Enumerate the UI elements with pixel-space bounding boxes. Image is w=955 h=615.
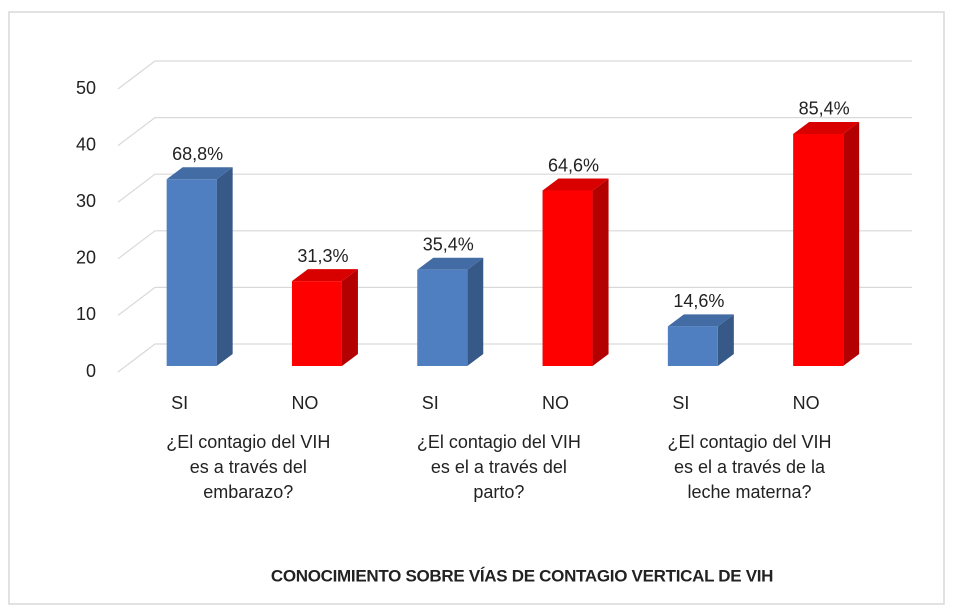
group-label: leche materna? bbox=[687, 482, 811, 502]
bar-top bbox=[291, 269, 358, 282]
bar bbox=[291, 269, 358, 366]
grid-line bbox=[117, 286, 912, 316]
data-label: 85,4% bbox=[799, 99, 850, 119]
x-tick-label: SI bbox=[422, 393, 439, 413]
x-tick-label: NO bbox=[793, 393, 820, 413]
group-label: es el a través del bbox=[431, 457, 567, 477]
bar-top bbox=[793, 121, 860, 134]
y-tick-label: 20 bbox=[76, 248, 96, 268]
data-label: 14,6% bbox=[673, 291, 724, 311]
group-label: ¿El contagio del VIH bbox=[667, 432, 831, 452]
bar bbox=[542, 178, 609, 366]
bar bbox=[667, 314, 734, 366]
bar-front bbox=[417, 269, 468, 366]
bar-side bbox=[592, 178, 609, 366]
grid-line bbox=[117, 343, 912, 373]
data-label: 68,8% bbox=[172, 144, 223, 164]
y-tick-label: 10 bbox=[76, 304, 96, 324]
bar-front bbox=[542, 190, 593, 366]
x-tick-label: NO bbox=[542, 393, 569, 413]
bar bbox=[793, 121, 860, 366]
x-tick-label: SI bbox=[171, 393, 188, 413]
group-label: es el a través de la bbox=[674, 457, 826, 477]
y-tick-label: 50 bbox=[76, 78, 96, 98]
chart-title: CONOCIMIENTO SOBRE VÍAS DE CONTAGIO VERT… bbox=[271, 566, 773, 585]
bar bbox=[166, 167, 233, 366]
grid-line bbox=[117, 117, 912, 147]
group-label: parto? bbox=[473, 482, 524, 502]
data-label: 35,4% bbox=[423, 235, 474, 255]
bar-side bbox=[467, 257, 484, 366]
y-tick-label: 30 bbox=[76, 191, 96, 211]
bar-front bbox=[667, 326, 718, 366]
bar-top bbox=[166, 167, 233, 180]
group-label: ¿El contagio del VIH bbox=[417, 432, 581, 452]
y-tick-label: 0 bbox=[86, 361, 96, 381]
grid-line bbox=[117, 173, 912, 203]
data-label: 64,6% bbox=[548, 155, 599, 175]
bar-side bbox=[717, 314, 734, 366]
bar-side bbox=[341, 269, 358, 366]
group-label: es a través del bbox=[190, 457, 307, 477]
bar bbox=[417, 257, 484, 366]
x-tick-label: SI bbox=[672, 393, 689, 413]
grid-line bbox=[117, 230, 912, 260]
data-label: 31,3% bbox=[297, 246, 348, 266]
y-tick-label: 40 bbox=[76, 134, 96, 154]
grid-line bbox=[117, 60, 912, 90]
bar-front bbox=[291, 281, 342, 366]
bar-top bbox=[667, 314, 734, 327]
bar-front bbox=[166, 179, 217, 366]
bar-side bbox=[843, 121, 860, 366]
group-label: ¿El contagio del VIH bbox=[166, 432, 330, 452]
bar-top bbox=[417, 257, 484, 270]
bar-front bbox=[793, 133, 844, 366]
x-tick-label: NO bbox=[291, 393, 318, 413]
group-label: embarazo? bbox=[203, 482, 293, 502]
bar-side bbox=[216, 167, 233, 366]
bar-top bbox=[542, 178, 609, 191]
